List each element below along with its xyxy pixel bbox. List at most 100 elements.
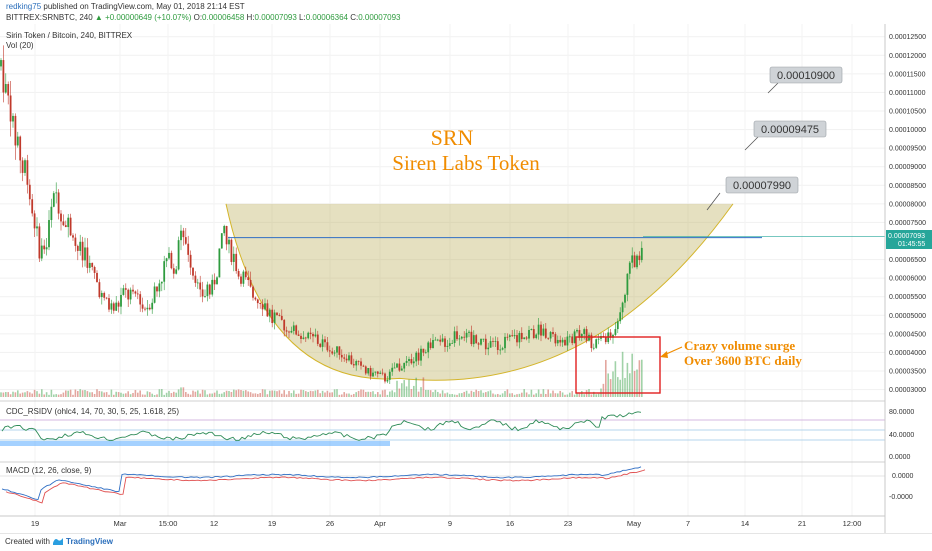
volume-bar (48, 394, 50, 397)
volume-bar (355, 392, 357, 397)
candle-body (273, 312, 276, 324)
price-tick-label: 0.00004500 (889, 331, 926, 338)
candle-body (84, 247, 86, 261)
time-tick-label: 9 (448, 519, 452, 528)
candle-body (158, 283, 161, 292)
candle-body (213, 279, 216, 285)
candle-body (108, 298, 110, 310)
candle-body (516, 335, 518, 343)
volume-bar (127, 391, 129, 397)
volume-bar (367, 391, 369, 397)
volume-bar (36, 391, 38, 397)
volume-bar (153, 394, 156, 397)
target-callout-3[interactable]: 0.00010900 (767, 66, 843, 94)
volume-bar (26, 391, 29, 397)
candle-body (576, 330, 578, 332)
volume-bar (9, 394, 12, 397)
candle-body (211, 279, 214, 295)
candle-body (556, 339, 559, 344)
candle-body (38, 226, 41, 259)
candle-body (410, 359, 413, 364)
candle-body (508, 335, 511, 338)
target-callout-2[interactable]: 0.00009475 (744, 120, 827, 151)
candle-body (520, 332, 523, 340)
volume-bar (180, 387, 182, 397)
candle-body (453, 331, 456, 344)
candle-body (268, 309, 271, 317)
candle-body (355, 361, 358, 366)
volume-bar (149, 392, 151, 397)
time-tick-label: 16 (506, 519, 514, 528)
volume-bar (621, 351, 624, 397)
target-callout-1[interactable]: 0.00007990 (706, 176, 799, 211)
candle-body (542, 328, 545, 336)
candle-body (259, 303, 262, 305)
candle-body (381, 372, 384, 374)
candle-body (112, 303, 115, 311)
publisher-username[interactable]: redking75 (6, 2, 42, 11)
volume-bar (285, 394, 288, 397)
volume-bar (237, 389, 240, 397)
candle-body (153, 286, 156, 303)
price-tick-label: 0.00008000 (889, 201, 926, 208)
candle-body (573, 331, 576, 344)
volume-bar (468, 393, 470, 397)
volume-bar (597, 393, 600, 397)
candle-body (297, 334, 300, 336)
volume-bar (134, 390, 137, 397)
volume-bar (389, 391, 391, 397)
candle-body (100, 292, 103, 298)
candle-body (614, 329, 617, 335)
candle-body (506, 336, 509, 338)
candle-body (235, 253, 238, 272)
candle-body (326, 342, 329, 351)
chart-canvas[interactable]: SRN Siren Labs Token Crazy volume surge … (0, 24, 932, 540)
volume-surge-box[interactable] (575, 336, 661, 394)
volume-bar (494, 394, 497, 397)
price-axis[interactable]: 0.00012500 0.00012000 0.00011500 0.00011000… (889, 34, 926, 394)
volume-bar (415, 377, 417, 397)
volume-bar (5, 392, 7, 397)
volume-bar (89, 392, 91, 397)
ohlc-line: BITTREX:SRNBTC, 240 ▲ +0.00000649 (+10.0… (6, 13, 400, 22)
volume-bar (24, 392, 26, 397)
candle-body (33, 213, 36, 229)
tradingview-brand[interactable]: TradingView (66, 537, 113, 546)
time-axis[interactable]: 19 Mar 15:00 12 19 26 Apr 9 16 23 May 7 14 21 12:00 (31, 519, 862, 528)
candle-body (204, 296, 206, 297)
time-tick-label: 15:00 (159, 519, 178, 528)
volume-bar (408, 379, 410, 397)
volume-bar (451, 393, 453, 397)
candle-body (4, 84, 7, 93)
ohlc-l-label: L: (299, 13, 306, 22)
ohlc-open: 0.00006458 (202, 13, 245, 22)
candle-body (331, 351, 334, 354)
price-tick-label: 0.00003000 (889, 387, 926, 394)
volume-bar (211, 393, 213, 397)
candle-body (110, 303, 113, 310)
candle-body (148, 307, 151, 310)
candle-body (146, 307, 149, 310)
volume-bar (497, 393, 499, 397)
volume-bar (55, 394, 57, 397)
price-tick-label: 0.00006000 (889, 276, 926, 283)
volume-bar (444, 393, 446, 397)
candle-body (216, 277, 218, 285)
volume-bar (120, 392, 122, 397)
candle-body (590, 334, 593, 349)
macd-line (1, 466, 642, 501)
chart-title: SRN (431, 125, 474, 150)
price-tick-label: 0.00005000 (889, 313, 926, 320)
volume-bar (458, 393, 461, 397)
volume-bar (98, 391, 101, 397)
candle-body (57, 192, 60, 214)
volume-bar (461, 393, 463, 397)
volume-bar (521, 392, 523, 397)
annotation-line-1: Crazy volume surge (684, 338, 795, 353)
volume-bar (113, 394, 115, 397)
chart-subtitle: Siren Labs Token (392, 151, 540, 175)
candle-body (477, 343, 480, 345)
volume-bar (206, 394, 209, 397)
volume-bar (165, 392, 168, 397)
volume-bar (348, 393, 350, 397)
